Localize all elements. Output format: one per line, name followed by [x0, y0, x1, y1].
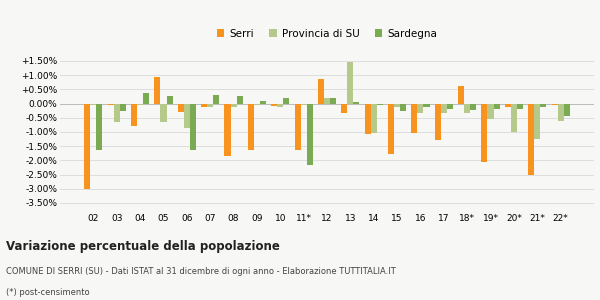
Bar — [301, 103, 307, 105]
Bar — [371, 103, 377, 133]
Bar — [160, 103, 167, 122]
Bar — [481, 103, 487, 162]
Bar — [487, 103, 494, 119]
Bar — [260, 101, 266, 104]
Bar — [563, 103, 570, 116]
Bar — [534, 103, 540, 139]
Bar — [97, 103, 103, 150]
Bar — [424, 103, 430, 107]
Bar — [131, 103, 137, 126]
Bar — [137, 103, 143, 105]
Bar — [412, 103, 418, 133]
Bar — [318, 80, 324, 103]
Bar — [388, 103, 394, 154]
Text: (*) post-censimento: (*) post-censimento — [6, 288, 89, 297]
Bar — [377, 103, 383, 105]
Bar — [283, 98, 289, 103]
Bar — [107, 103, 114, 105]
Bar — [84, 103, 91, 189]
Bar — [353, 102, 359, 104]
Bar — [330, 98, 336, 103]
Bar — [324, 98, 330, 104]
Bar — [557, 103, 563, 121]
Bar — [213, 95, 220, 103]
Bar — [434, 103, 441, 140]
Bar — [154, 76, 160, 103]
Bar — [271, 103, 277, 106]
Bar — [307, 103, 313, 165]
Text: Variazione percentuale della popolazione: Variazione percentuale della popolazione — [6, 240, 280, 253]
Bar — [394, 103, 400, 107]
Bar — [447, 103, 453, 109]
Bar — [167, 96, 173, 104]
Bar — [236, 96, 242, 104]
Bar — [441, 103, 447, 113]
Bar — [458, 86, 464, 103]
Bar — [207, 103, 213, 107]
Bar — [248, 103, 254, 150]
Bar — [400, 103, 406, 112]
Bar — [184, 103, 190, 128]
Bar — [528, 103, 534, 175]
Bar — [517, 103, 523, 109]
Bar — [224, 103, 230, 156]
Bar — [347, 62, 353, 104]
Bar — [540, 103, 547, 107]
Bar — [511, 103, 517, 132]
Bar — [114, 103, 120, 122]
Bar — [254, 103, 260, 105]
Bar — [365, 103, 371, 134]
Legend: Serri, Provincia di SU, Sardegna: Serri, Provincia di SU, Sardegna — [212, 24, 442, 43]
Bar — [295, 103, 301, 150]
Bar — [91, 103, 97, 105]
Bar — [464, 103, 470, 112]
Bar — [120, 103, 126, 112]
Bar — [551, 103, 557, 105]
Text: COMUNE DI SERRI (SU) - Dati ISTAT al 31 dicembre di ogni anno - Elaborazione TUT: COMUNE DI SERRI (SU) - Dati ISTAT al 31 … — [6, 267, 396, 276]
Bar — [201, 103, 207, 107]
Bar — [505, 103, 511, 107]
Bar — [277, 103, 283, 107]
Bar — [341, 103, 347, 112]
Bar — [418, 103, 424, 112]
Bar — [494, 103, 500, 109]
Bar — [178, 103, 184, 112]
Bar — [143, 93, 149, 104]
Bar — [190, 103, 196, 150]
Bar — [230, 103, 236, 107]
Bar — [470, 103, 476, 110]
